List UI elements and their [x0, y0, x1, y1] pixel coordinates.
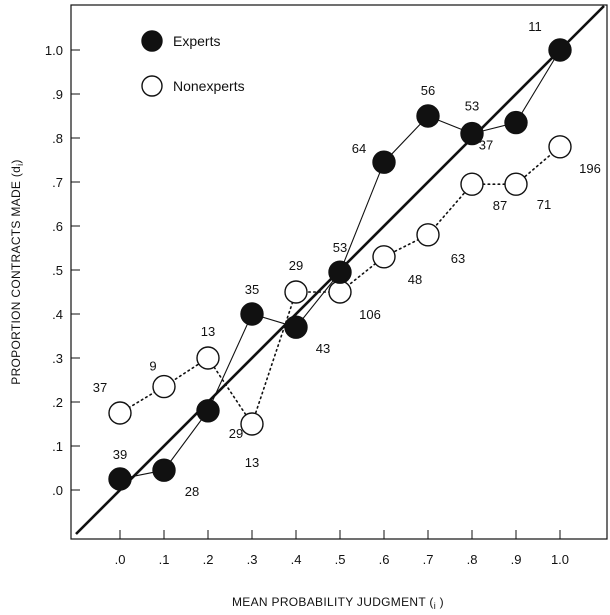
x-tick-label: .4: [291, 552, 302, 567]
x-tick-label: 1.0: [551, 552, 569, 567]
nonexperts-point: [372, 245, 396, 269]
experts-point: [416, 104, 440, 128]
nonexperts-point: [152, 374, 176, 399]
nonexperts-count-label: 13: [245, 455, 259, 470]
nonexperts-point: [196, 346, 220, 370]
x-axis-label: MEAN PROBABILITY JUDGMENT (i ): [232, 595, 444, 611]
nonexperts-count-label: 196: [579, 161, 601, 176]
y-tick-label: 1.0: [45, 43, 63, 58]
legend-marker-nonexperts: [141, 75, 163, 97]
experts-count-label: 56: [421, 83, 435, 98]
experts-point: [152, 458, 176, 482]
nonexperts-count-label: 87: [493, 198, 507, 213]
nonexperts-point: [240, 412, 264, 436]
x-tick-label: .0: [115, 552, 126, 567]
y-tick-label: .3: [52, 351, 63, 366]
y-tick-label: .1: [52, 439, 63, 454]
nonexperts-count-label: 48: [408, 272, 422, 287]
nonexperts-count-label: 106: [359, 307, 381, 322]
x-tick-label: .1: [159, 552, 170, 567]
experts-count-label: 29: [229, 426, 243, 441]
experts-point: [460, 121, 484, 146]
nonexperts-count-label: 63: [451, 251, 465, 266]
x-tick-label: .8: [467, 552, 478, 567]
y-tick-label: .0: [52, 483, 63, 498]
y-tick-label: .8: [52, 131, 63, 146]
ticks-layer: .0 .1 .2 .3 .4 .5 .6 .7 .8 .9 1.0 .0 .1 .2 .3 .4 .5 .6 .7.…: [45, 43, 569, 567]
x-tick-label: .2: [203, 552, 214, 567]
x-tick-label: .6: [379, 552, 390, 567]
nonexperts-count-label: 37: [93, 380, 107, 395]
y-tick-label: .2: [52, 395, 63, 410]
nonexperts-count-label: 13: [201, 324, 215, 339]
legend-marker-experts: [141, 30, 163, 52]
nonexperts-point: [416, 223, 440, 247]
x-tick-label: .9: [511, 552, 522, 567]
experts-point: [108, 467, 132, 491]
experts-count-label: 53: [465, 99, 479, 114]
legend-label-nonexperts: Nonexperts: [173, 78, 245, 94]
nonexperts-count-label: 29: [289, 258, 303, 273]
x-tick-label: .3: [247, 552, 258, 567]
y-tick-label: .7: [52, 175, 63, 190]
experts-point: [372, 150, 396, 174]
experts-point: [196, 399, 220, 423]
nonexperts-count-label: 71: [537, 197, 551, 212]
x-tick-label: .5: [335, 552, 346, 567]
legend: Experts Nonexperts: [141, 30, 245, 97]
experts-point: [504, 110, 528, 135]
nonexperts-point: [284, 280, 308, 304]
experts-count-label: 28: [185, 484, 199, 499]
nonexperts-point: [328, 280, 352, 304]
experts-count-label: 37: [479, 138, 493, 153]
experts-point: [328, 260, 352, 284]
y-tick-label: .6: [52, 219, 63, 234]
experts-count-label: 35: [245, 282, 259, 297]
points-layer: [108, 38, 572, 491]
experts-point: [284, 315, 308, 339]
x-tick-label: .7: [423, 552, 434, 567]
experts-count-label: 53: [333, 240, 347, 255]
experts-point: [240, 302, 264, 326]
experts-count-label: 43: [316, 341, 330, 356]
plot-frame: [70, 4, 608, 540]
nonexperts-point: [460, 172, 484, 196]
experts-count-label: 11: [528, 19, 542, 34]
y-axis-label: PROPORTION CONTRACTS MADE (di): [9, 159, 25, 384]
experts-count-label: 39: [113, 447, 127, 462]
nonexperts-point: [108, 401, 132, 425]
nonexperts-count-label: 9: [149, 359, 156, 374]
y-tick-label: .9: [52, 87, 63, 102]
point-labels-layer: 3928293543536456533711379131329106486387…: [93, 19, 601, 499]
y-tick-label: .4: [52, 307, 63, 322]
experts-count-label: 64: [352, 141, 366, 156]
legend-label-experts: Experts: [173, 33, 220, 49]
y-tick-label: .5: [52, 263, 63, 278]
nonexperts-point: [504, 172, 528, 196]
experts-point: [548, 38, 572, 62]
nonexperts-point: [548, 135, 572, 159]
